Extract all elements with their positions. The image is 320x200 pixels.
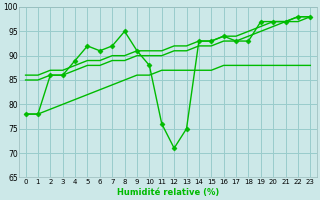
X-axis label: Humidité relative (%): Humidité relative (%) (117, 188, 219, 197)
